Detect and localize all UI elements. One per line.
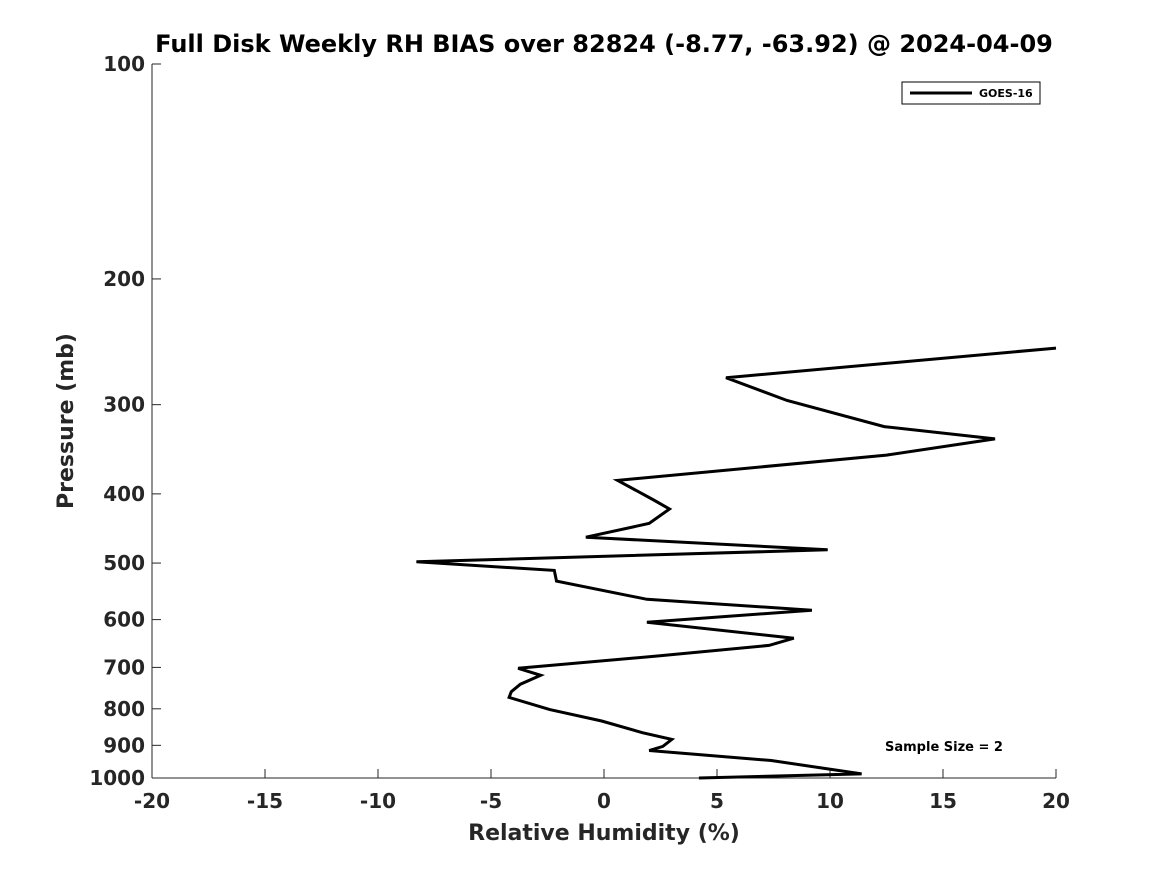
y-axis-label: Pressure (mb) <box>54 333 79 509</box>
y-tick-label: 500 <box>103 551 145 575</box>
y-tick-label: 400 <box>103 482 145 506</box>
y-tick-label: 200 <box>103 267 145 291</box>
y-tick-label: 300 <box>103 393 145 417</box>
plot-background <box>152 64 1056 778</box>
x-tick-label: 15 <box>929 789 957 813</box>
y-tick-label: 900 <box>103 733 145 757</box>
legend-label-goes-16: GOES-16 <box>979 87 1033 100</box>
x-tick-label: 20 <box>1042 789 1070 813</box>
x-tick-label: -15 <box>247 789 283 813</box>
x-axis-ticks: -20 -15 -10 -5 0 5 10 15 20 <box>134 769 1070 813</box>
y-tick-label: 600 <box>103 608 145 632</box>
y-tick-label: 700 <box>103 655 145 679</box>
series-layer <box>416 346 1057 780</box>
x-axis-label: Relative Humidity (%) <box>468 821 740 846</box>
sample-size-annotation: Sample Size = 2 <box>885 740 1003 755</box>
x-tick-label: 0 <box>597 789 611 813</box>
x-tick-label: -10 <box>360 789 396 813</box>
x-tick-label: -20 <box>134 789 170 813</box>
y-axis-ticks: 100 200 300 400 500 600 700 800 900 1000 <box>89 52 161 790</box>
x-tick-label: 5 <box>710 789 724 813</box>
y-tick-label: 1000 <box>89 766 145 790</box>
legend: GOES-16 <box>901 81 1041 105</box>
series-line-goes-16 <box>416 346 1057 780</box>
y-tick-label: 100 <box>103 52 145 76</box>
plot-area: -20 -15 -10 -5 0 5 10 15 20 100 200 300 400 500 600 70… <box>89 52 1070 813</box>
x-tick-label: -5 <box>480 789 502 813</box>
y-tick-label: 800 <box>103 697 145 721</box>
x-tick-label: 10 <box>816 789 844 813</box>
chart-title: Full Disk Weekly RH BIAS over 82824 (-8.… <box>155 30 1053 58</box>
